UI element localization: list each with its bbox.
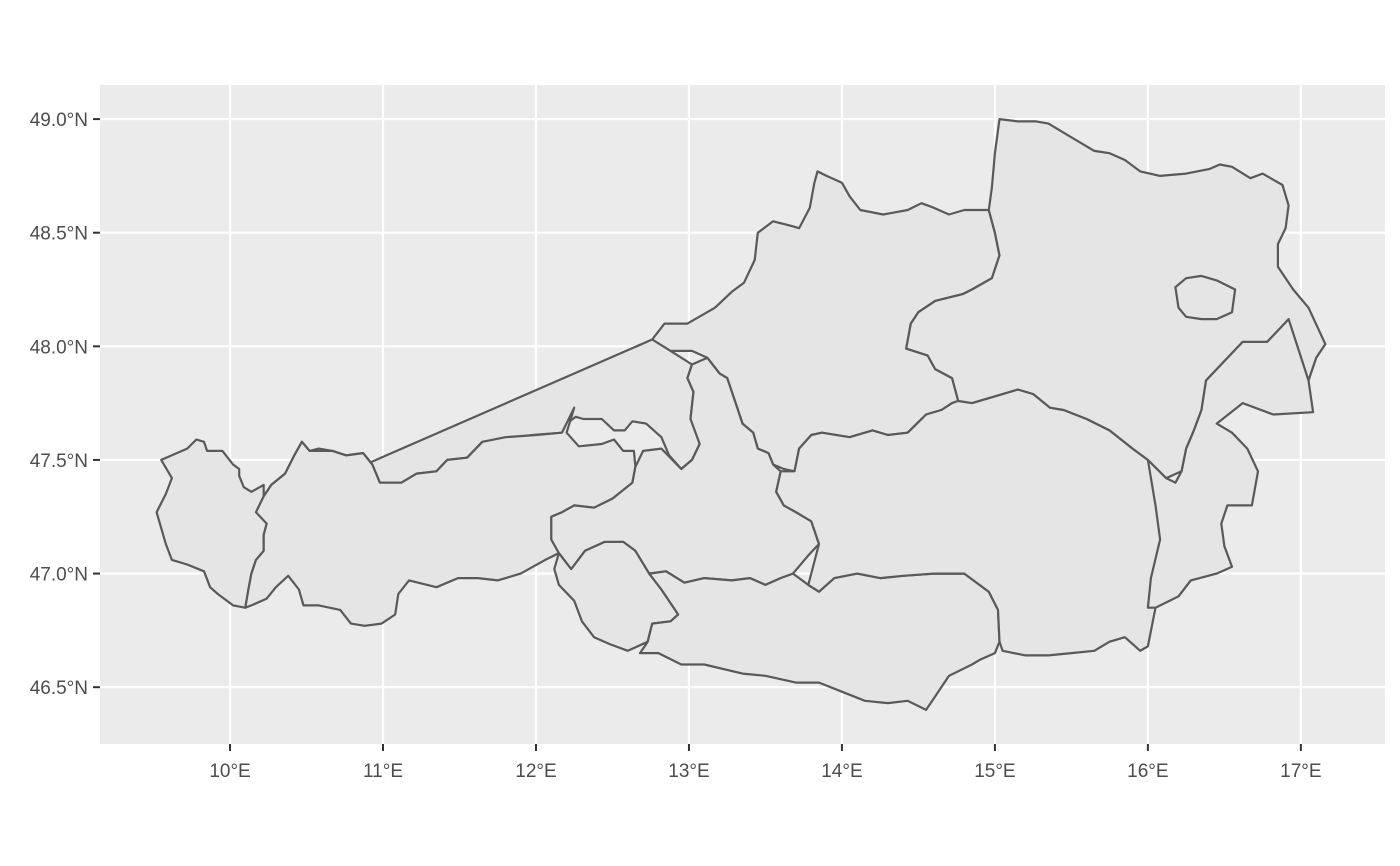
- state-boundaries: [155, 118, 1327, 711]
- x-axis: 10°E 11°E 12°E 13°E 14°E 15°E 16°E 17°E: [209, 744, 1322, 782]
- x-tick-label: 12°E: [515, 761, 556, 782]
- state-carinthia: [638, 570, 1001, 711]
- x-tick-label: 14°E: [821, 761, 862, 782]
- x-tick-label: 13°E: [668, 761, 709, 782]
- y-tick-label: 48.0°N: [30, 337, 88, 358]
- state-vienna: [1174, 274, 1237, 321]
- x-tick-label: 15°E: [974, 761, 1015, 782]
- x-tick-label: 10°E: [209, 761, 250, 782]
- x-tick-label: 16°E: [1127, 761, 1168, 782]
- y-tick-label: 49.0°N: [30, 110, 88, 131]
- y-tick-label: 48.5°N: [30, 224, 88, 245]
- x-tick-label: 11°E: [363, 761, 403, 782]
- y-axis: 46.5°N 47.0°N 47.5°N 48.0°N 48.5°N 49.0°N: [30, 110, 100, 699]
- x-tick-label: 17°E: [1280, 761, 1321, 782]
- y-tick-label: 46.5°N: [30, 678, 88, 699]
- state-lower-austria: [905, 118, 1327, 480]
- y-tick-label: 47.0°N: [30, 565, 88, 586]
- y-tick-label: 47.5°N: [30, 451, 88, 472]
